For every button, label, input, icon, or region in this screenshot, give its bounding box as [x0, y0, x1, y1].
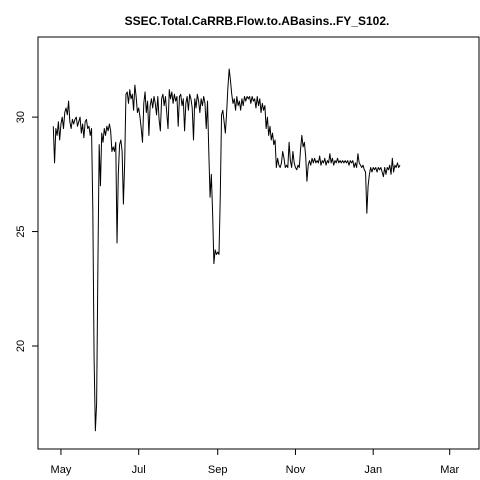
x-tick-label: May — [51, 464, 72, 476]
series-line — [52, 68, 401, 432]
y-tick-label: 30 — [15, 111, 27, 123]
series-layer — [52, 68, 401, 432]
y-axis: 20 25 30 — [15, 111, 38, 352]
chart-title: SSEC.Total.CaRRB.Flow.to.ABasins..FY_S10… — [125, 14, 390, 28]
plot-frame — [37, 36, 480, 450]
y-tick-label: 20 — [15, 340, 27, 352]
x-tick-label: Sep — [208, 464, 228, 476]
x-tick-label: Jul — [132, 464, 146, 476]
x-tick-label: Mar — [440, 464, 459, 476]
y-tick-label: 25 — [15, 225, 27, 237]
x-tick-label: Jan — [364, 464, 382, 476]
x-tick-label: Nov — [286, 464, 306, 476]
x-axis: May Jul Sep Nov Jan Mar — [51, 449, 459, 476]
